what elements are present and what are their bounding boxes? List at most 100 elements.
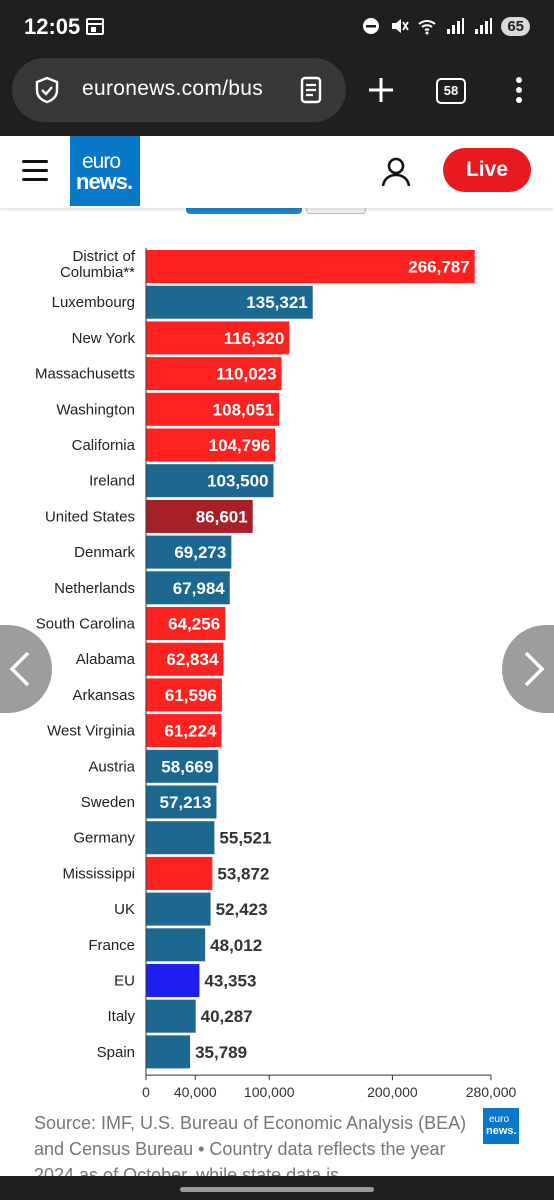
category-label-11: Alabama	[76, 651, 136, 668]
reader-mode-icon[interactable]	[300, 76, 322, 104]
value-label-7: 86,601	[196, 507, 248, 526]
category-label-16: Germany	[73, 830, 135, 847]
value-label-5: 104,796	[209, 436, 270, 455]
value-label-9: 67,984	[173, 579, 226, 598]
mute-icon	[392, 19, 410, 33]
system-nav-bar	[0, 1176, 554, 1200]
signal-icon	[447, 18, 465, 34]
bar-2	[146, 321, 290, 355]
calendar-notification-icon	[86, 18, 104, 35]
category-label-0: District of Columbia**	[60, 248, 136, 281]
browser-chrome: 12:05 65 euronews.com/bus 58	[0, 0, 554, 136]
euronews-logo[interactable]: euro news.	[70, 136, 140, 206]
value-label-1: 135,321	[246, 293, 307, 312]
menu-icon[interactable]	[22, 160, 48, 182]
category-label-22: Spain	[97, 1044, 135, 1061]
more-options-icon[interactable]	[516, 76, 522, 104]
category-label-10: South Carolina	[36, 616, 136, 633]
value-label-20: 43,353	[204, 972, 256, 991]
bar-15	[146, 785, 217, 819]
bar-13	[146, 714, 222, 748]
address-bar[interactable]: euronews.com/bus	[12, 58, 346, 122]
category-label-1: Luxembourg	[52, 294, 135, 311]
status-icons: 65	[361, 14, 530, 38]
x-tick-label-4: 280,000	[466, 1084, 517, 1100]
chevron-right-icon	[524, 651, 545, 687]
do-not-disturb-icon	[363, 18, 380, 34]
live-button[interactable]: Live	[443, 148, 531, 192]
wifi-icon	[418, 20, 436, 35]
category-label-19: France	[88, 937, 135, 954]
small-logo-text-2: news.	[486, 1125, 517, 1137]
value-label-17: 53,872	[217, 864, 269, 883]
category-label-5: California	[72, 437, 136, 454]
value-label-6: 103,500	[207, 472, 268, 491]
bar-11	[146, 642, 224, 676]
signal-icon-2	[475, 18, 493, 34]
bar-16	[146, 821, 215, 855]
x-tick-label-1: 40,000	[174, 1084, 217, 1100]
bar-5	[146, 428, 276, 462]
bar-8	[146, 535, 232, 569]
bar-17	[146, 856, 213, 890]
category-label-8: Denmark	[74, 544, 135, 561]
bar-20	[146, 964, 200, 997]
category-label-18: UK	[114, 901, 135, 918]
bar-chart-svg: District of Columbia** 266,787 Luxembourg 13…	[35, 248, 517, 1100]
value-label-14: 58,669	[161, 757, 213, 776]
value-label-13: 61,224	[164, 722, 217, 741]
value-label-12: 61,596	[165, 686, 217, 705]
category-label-3: Massachusetts	[35, 366, 135, 383]
category-label-13: West Virginia	[47, 723, 135, 740]
bar-10	[146, 607, 226, 640]
bar-22	[146, 1035, 191, 1069]
value-label-3: 110,023	[216, 365, 277, 384]
bar-21	[146, 999, 196, 1033]
bar-0	[146, 250, 475, 283]
x-tick-label-2: 100,000	[244, 1084, 295, 1100]
value-label-0: 266,787	[408, 258, 469, 277]
category-label-6: Ireland	[89, 473, 135, 490]
category-label-17: Mississippi	[62, 865, 135, 882]
user-account-icon[interactable]	[380, 156, 412, 188]
new-tab-icon[interactable]	[366, 75, 396, 105]
bar-7	[146, 499, 253, 533]
value-label-21: 40,287	[201, 1007, 253, 1026]
category-label-7: United States	[45, 508, 135, 525]
value-label-10: 64,256	[168, 615, 220, 634]
category-label-14: Austria	[88, 758, 135, 775]
logo-text-1: euro	[82, 150, 121, 173]
site-header: euro news. Live	[0, 136, 554, 208]
value-label-16: 55,521	[219, 829, 271, 848]
bar-4	[146, 392, 280, 426]
bar-19	[146, 928, 206, 962]
site-security-icon[interactable]	[34, 76, 60, 104]
bar-6	[146, 464, 274, 498]
bar-18	[146, 892, 211, 926]
value-label-4: 108,051	[213, 400, 274, 419]
value-label-22: 35,789	[195, 1043, 247, 1062]
logo-text-2: news.	[76, 169, 133, 194]
small-logo-text-1: euro	[489, 1114, 510, 1125]
status-bar: 12:05 65	[0, 0, 554, 54]
gdp-per-capita-chart: District of Columbia** 266,787 Luxembourg 13…	[0, 240, 554, 1100]
value-label-18: 52,423	[216, 900, 268, 919]
bar-1	[146, 285, 313, 319]
bar-12	[146, 678, 222, 712]
url-text[interactable]: euronews.com/bus	[82, 77, 264, 100]
home-gesture-pill[interactable]	[180, 1187, 374, 1192]
tab-switcher-button[interactable]: 58	[436, 78, 466, 104]
category-label-4: Washington	[56, 401, 135, 418]
value-label-8: 69,273	[174, 543, 226, 562]
euronews-small-logo: euro news.	[483, 1108, 519, 1144]
category-label-15: Sweden	[81, 794, 135, 811]
bar-3	[146, 357, 282, 391]
x-tick-label-0: 0	[142, 1084, 150, 1100]
category-label-2: New York	[72, 330, 136, 347]
battery-indicator: 65	[501, 16, 530, 36]
status-time: 12:05	[24, 14, 81, 39]
value-label-15: 57,213	[159, 793, 211, 812]
bar-14	[146, 749, 219, 783]
value-label-2: 116,320	[224, 329, 285, 348]
category-label-20: EU	[114, 973, 135, 990]
